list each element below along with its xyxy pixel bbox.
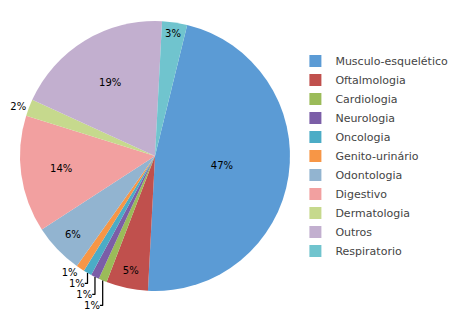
svg-text:5%: 5%	[123, 265, 139, 276]
svg-text:2%: 2%	[10, 101, 26, 112]
svg-text:3%: 3%	[165, 28, 181, 39]
svg-text:Musculo-esquelético: Musculo-esquelético	[335, 55, 448, 68]
svg-text:Digestivo: Digestivo	[335, 188, 387, 201]
svg-text:6%: 6%	[65, 229, 81, 240]
svg-text:Odontologia: Odontologia	[335, 169, 402, 182]
svg-text:Oftalmologia: Oftalmologia	[335, 74, 405, 87]
svg-text:Respiratorio: Respiratorio	[335, 245, 402, 258]
svg-text:1%: 1%	[69, 278, 85, 289]
svg-text:Neurologia: Neurologia	[335, 112, 395, 125]
svg-text:Genito-urinário: Genito-urinário	[335, 150, 418, 163]
svg-text:14%: 14%	[50, 163, 72, 174]
svg-text:Dermatologia: Dermatologia	[335, 207, 410, 220]
svg-text:1%: 1%	[84, 300, 100, 311]
svg-text:Outros: Outros	[335, 226, 372, 239]
svg-text:Oncologia: Oncologia	[335, 131, 390, 144]
svg-text:47%: 47%	[211, 160, 233, 171]
svg-text:1%: 1%	[76, 289, 92, 300]
svg-text:Cardiologia: Cardiologia	[335, 93, 397, 106]
svg-text:1%: 1%	[62, 267, 78, 278]
svg-text:19%: 19%	[99, 77, 121, 88]
